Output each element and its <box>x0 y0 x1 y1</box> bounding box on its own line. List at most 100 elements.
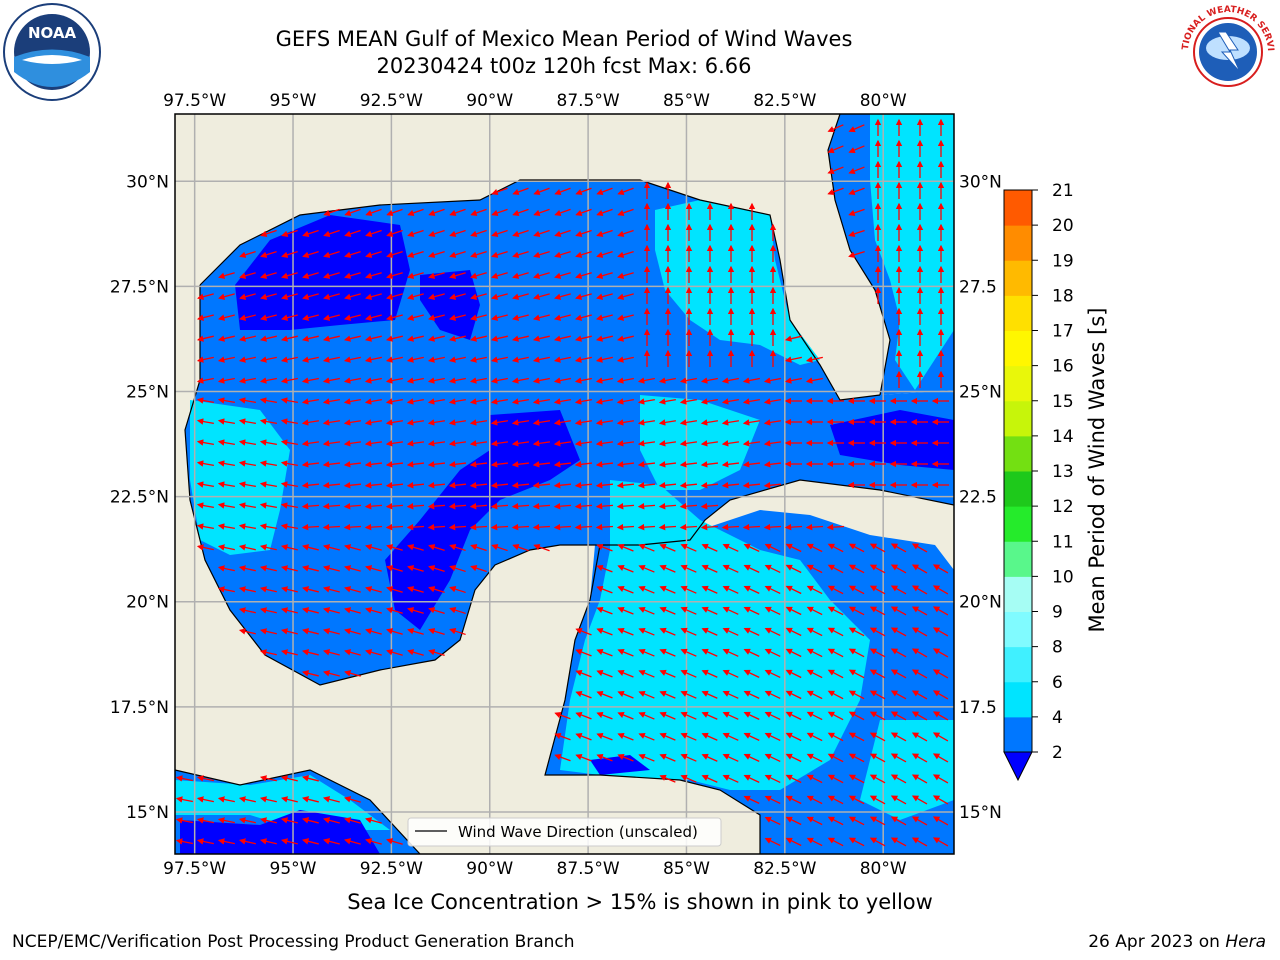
direction-arrow <box>259 586 277 593</box>
direction-arrow <box>553 523 572 531</box>
direction-arrow <box>469 377 487 384</box>
direction-arrow <box>638 564 655 573</box>
direction-arrow <box>259 838 277 845</box>
direction-arrow <box>490 502 509 510</box>
lat-tick-label-right: 27.5 <box>959 277 997 297</box>
lon-tick-label-top: 82.5°W <box>753 91 816 111</box>
direction-arrow <box>217 586 235 593</box>
direction-arrow <box>428 208 445 216</box>
direction-arrow <box>238 628 256 635</box>
direction-arrow <box>491 229 508 237</box>
direction-arrow <box>280 502 298 509</box>
direction-arrow <box>659 627 676 636</box>
direction-arrow <box>364 419 383 426</box>
direction-arrow <box>701 627 718 636</box>
direction-arrow <box>490 419 509 426</box>
direction-arrow <box>197 293 214 300</box>
direction-arrow <box>575 690 592 699</box>
direction-arrow <box>470 293 487 300</box>
colorbar-tick-label: 2 <box>1052 743 1063 763</box>
direction-arrow <box>764 543 781 553</box>
direction-arrow <box>511 461 530 468</box>
direction-arrow <box>470 229 487 237</box>
direction-arrow <box>721 440 740 447</box>
colorbar-segment <box>1004 611 1032 648</box>
direction-arrow <box>574 461 593 468</box>
direction-arrow <box>722 585 739 594</box>
direction-arrow <box>617 293 634 300</box>
direction-arrow <box>301 607 319 614</box>
direction-arrow <box>175 796 193 803</box>
direction-arrow <box>301 440 320 447</box>
direction-arrow <box>827 795 844 805</box>
direction-arrow <box>490 314 508 321</box>
direction-arrow <box>407 565 424 572</box>
direction-arrow <box>343 482 362 489</box>
direction-arrow <box>532 356 550 363</box>
direction-arrow <box>827 648 844 658</box>
colorbar-tick-label: 13 <box>1052 462 1074 482</box>
direction-arrow <box>344 838 361 845</box>
direction-arrow <box>553 502 572 510</box>
direction-arrow <box>554 187 571 196</box>
direction-arrow <box>301 565 319 572</box>
direction-arrow <box>700 377 718 384</box>
direction-arrow <box>700 502 719 510</box>
direction-arrow <box>890 669 907 679</box>
direction-arrow <box>637 482 656 489</box>
direction-arrow <box>785 753 802 763</box>
direction-arrow <box>448 461 467 468</box>
direction-arrow <box>827 627 844 637</box>
map-legend: Wind Wave Direction (unscaled) <box>407 817 722 847</box>
direction-arrow <box>386 838 403 845</box>
colorbar-segment <box>1004 716 1032 753</box>
lat-tick-label-right: 22.5 <box>959 488 997 508</box>
direction-arrow <box>617 648 634 657</box>
direction-arrow <box>259 796 277 803</box>
colorbar-segment <box>1004 576 1032 612</box>
direction-arrow <box>764 753 781 763</box>
direction-arrow <box>701 711 718 720</box>
colorbar-tick-label: 17 <box>1052 322 1074 342</box>
direction-arrow <box>806 606 823 616</box>
direction-arrow <box>553 377 571 384</box>
wfl-shelf-4to6 <box>655 200 820 365</box>
direction-arrow <box>554 732 571 741</box>
direction-arrow <box>764 837 781 847</box>
direction-arrow <box>806 690 823 700</box>
direction-arrow <box>911 543 928 553</box>
direction-arrow <box>385 502 404 510</box>
direction-arrow <box>281 272 298 279</box>
direction-arrow <box>260 251 277 258</box>
direction-arrow <box>659 564 676 573</box>
direction-arrow <box>406 482 425 489</box>
lon-tick-label-top: 87.5°W <box>557 91 620 111</box>
direction-arrow <box>301 314 319 321</box>
direction-arrow <box>869 753 886 763</box>
direction-arrow <box>532 482 551 489</box>
direction-arrow <box>617 627 634 636</box>
direction-arrow <box>259 418 277 425</box>
colorbar-tick-label: 21 <box>1052 181 1074 201</box>
direction-arrow <box>365 544 382 551</box>
direction-arrow <box>364 335 382 342</box>
lat-tick-label-left: 17.5°N <box>110 698 169 718</box>
direction-arrow <box>595 377 613 384</box>
direction-arrow <box>386 272 403 279</box>
direction-arrow <box>575 627 592 636</box>
direction-arrow <box>302 293 319 300</box>
direction-arrow <box>911 816 928 826</box>
direction-arrow <box>764 627 781 637</box>
direction-arrow <box>281 229 298 237</box>
direction-arrow <box>448 523 467 531</box>
direction-arrow <box>742 482 761 489</box>
direction-arrow <box>637 502 656 510</box>
direction-arrow <box>343 335 361 342</box>
direction-arrow <box>217 397 235 404</box>
direction-arrow <box>722 543 739 552</box>
direction-arrow <box>722 606 739 615</box>
direction-arrow <box>322 586 340 593</box>
direction-arrow <box>322 502 341 510</box>
direction-arrow <box>322 356 340 363</box>
direction-arrow <box>406 356 424 363</box>
